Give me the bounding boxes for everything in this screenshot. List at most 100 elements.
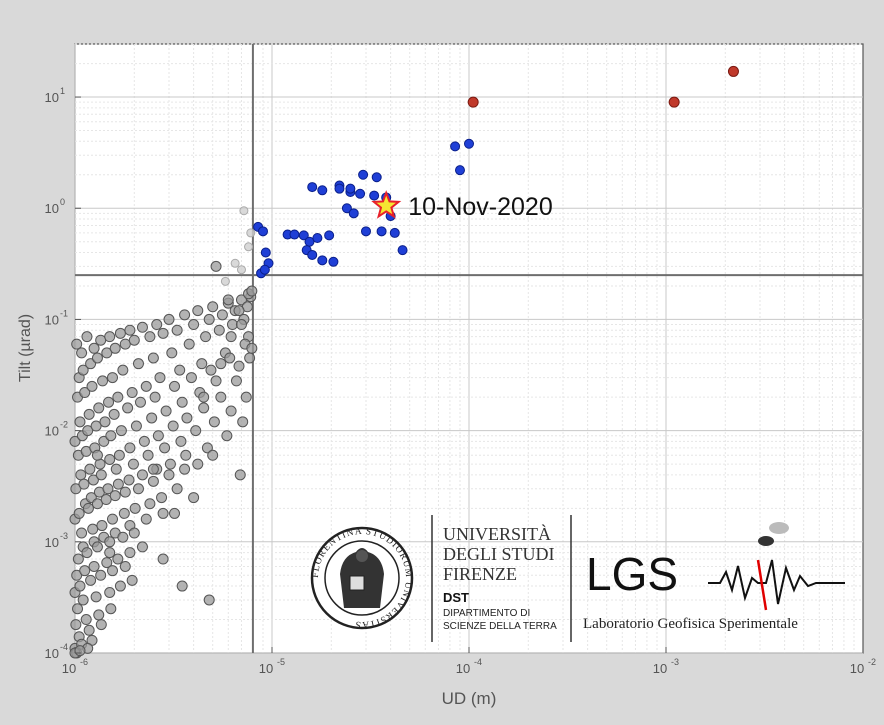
data-point-gray <box>188 319 200 331</box>
data-point-gray <box>126 574 138 586</box>
data-point-blue <box>454 165 465 176</box>
data-point-gray <box>106 372 118 384</box>
data-point-gray <box>207 301 219 313</box>
data-point-gray <box>174 364 186 376</box>
data-point-gray <box>171 324 183 336</box>
data-point-blue <box>397 245 408 256</box>
data-point-gray <box>134 396 146 408</box>
data-point-gray <box>104 536 116 548</box>
data-point-gray <box>124 547 136 559</box>
x-tick-exponent: -2 <box>868 657 876 667</box>
data-point-gray <box>140 380 152 392</box>
data-point-gray <box>201 442 213 454</box>
x-tick-label: 10 <box>259 661 273 676</box>
seismogram-icon <box>708 522 845 611</box>
data-point-blue <box>334 183 345 194</box>
data-point-gray <box>205 364 217 376</box>
data-point-gray <box>152 430 164 442</box>
data-point-gray <box>126 387 138 399</box>
data-point-gray <box>76 527 88 539</box>
data-point-gray <box>179 463 191 475</box>
data-point-gray <box>93 609 105 621</box>
data-point-gray <box>97 375 109 387</box>
data-point-gray <box>119 486 131 498</box>
data-point-gray <box>215 358 227 370</box>
data-points <box>69 65 739 659</box>
data-point-gray <box>113 449 125 461</box>
data-point-gray <box>144 498 156 510</box>
data-point-gray <box>81 547 93 559</box>
data-point-gray <box>203 594 215 606</box>
data-point-gray <box>101 347 113 359</box>
data-point-blue <box>348 208 359 219</box>
data-point-gray <box>76 347 88 359</box>
data-point-blue <box>345 183 356 194</box>
data-point-gray <box>157 507 169 519</box>
data-point-gray <box>122 402 134 414</box>
data-point-gray <box>98 435 110 447</box>
data-point-gray <box>88 560 100 572</box>
data-point-blue <box>307 249 318 260</box>
x-tick-exponent: -4 <box>474 657 482 667</box>
data-point-gray <box>215 391 227 403</box>
data-point-gray <box>75 469 87 481</box>
data-point-gray <box>188 492 200 504</box>
data-point-gray <box>225 331 237 343</box>
data-point-gray <box>244 352 256 364</box>
data-point-blue <box>376 226 387 237</box>
data-point-gray <box>72 553 84 565</box>
grid <box>74 43 863 654</box>
data-point-gray <box>93 402 105 414</box>
data-point-gray <box>86 380 98 392</box>
unifi-seal: FLORENTINA STUDIORUM UNIVERSITAS <box>310 526 414 630</box>
data-point-gray <box>82 425 94 437</box>
data-point-gray <box>85 574 97 586</box>
data-point-gray <box>104 587 116 599</box>
data-point-gray <box>235 319 247 331</box>
y-tick-label: 10 <box>45 424 59 439</box>
data-point-gray <box>123 474 135 486</box>
x-tick-label: 10 <box>456 661 470 676</box>
data-point-blue <box>341 203 352 214</box>
data-point-gray <box>117 364 129 376</box>
data-point-gray <box>198 391 210 403</box>
data-point-gray <box>112 478 124 490</box>
data-point-gray <box>78 478 90 490</box>
data-point-gray <box>237 416 249 428</box>
unifi-line3: FIRENZE <box>443 564 517 584</box>
data-point-gray <box>70 619 82 631</box>
data-point-gray <box>181 412 193 424</box>
y-tick-exponent: -4 <box>60 642 68 652</box>
data-point-gray <box>71 338 83 350</box>
y-tick-label: 10 <box>45 201 59 216</box>
data-point-blue <box>358 169 369 180</box>
data-point-gray <box>185 372 197 384</box>
y-tick-exponent: 1 <box>60 86 65 96</box>
data-point-gray <box>105 430 117 442</box>
data-point-gray <box>79 565 91 577</box>
data-point-gray <box>176 396 188 408</box>
x-tick-exponent: -6 <box>80 657 88 667</box>
data-point-red <box>668 96 680 108</box>
data-point-gray <box>171 483 183 495</box>
data-point-gray <box>234 469 246 481</box>
data-point-blue <box>450 141 461 152</box>
data-point-gray <box>128 527 140 539</box>
data-point-gray <box>203 313 215 325</box>
data-point-gray <box>83 624 95 636</box>
data-point-gray <box>128 334 140 346</box>
event-star <box>371 190 402 219</box>
data-point-gray <box>105 603 117 615</box>
data-point-gray <box>207 449 219 461</box>
data-point-gray <box>90 591 102 603</box>
data-point-gray <box>95 334 107 346</box>
data-point-gray <box>95 569 107 581</box>
data-point-gray <box>246 285 258 297</box>
data-point-gray <box>222 294 234 306</box>
data-point-gray <box>87 523 99 535</box>
data-point-gray <box>190 425 202 437</box>
data-point-blue <box>307 182 318 193</box>
x-tick-label: 10 <box>653 661 667 676</box>
data-point-gray <box>157 553 169 565</box>
y-tick-label: 10 <box>45 646 59 661</box>
